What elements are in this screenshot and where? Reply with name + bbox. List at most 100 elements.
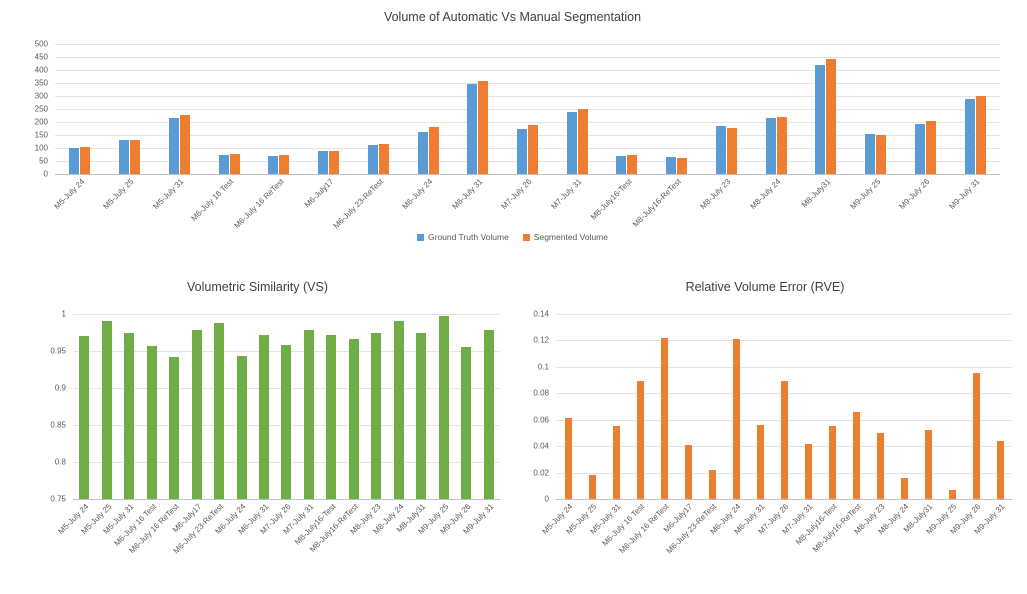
bar (348, 339, 359, 499)
bar (168, 118, 179, 174)
bar (776, 116, 787, 174)
chart-title: Relative Volume Error (RVE) (685, 280, 845, 294)
gridline (556, 314, 1012, 315)
x-tick-label: M8-July 24 (748, 177, 783, 212)
bar (69, 148, 80, 174)
y-tick-label: 0.1 (537, 362, 549, 372)
bar (428, 126, 439, 174)
bar-group (208, 314, 230, 499)
y-tick-label: 0.14 (533, 309, 549, 319)
bar-group (801, 44, 851, 174)
y-tick-label: 1 (61, 309, 66, 319)
bar (378, 144, 389, 174)
bar-group (820, 314, 844, 499)
x-axis-line (55, 174, 1000, 175)
bar (865, 134, 876, 174)
plot-area (73, 314, 500, 500)
bar-group (388, 314, 410, 499)
bar-group (455, 314, 477, 499)
y-tick-label: 200 (34, 117, 48, 127)
bar-group (55, 44, 105, 174)
bar (900, 477, 908, 499)
bar (964, 99, 975, 174)
bar (461, 347, 472, 499)
y-tick-label: 150 (34, 130, 48, 140)
bar (467, 84, 478, 174)
bar (281, 345, 292, 499)
bar (393, 320, 404, 499)
bar (765, 118, 776, 174)
bar-group (628, 314, 652, 499)
bar (179, 115, 190, 174)
bar (371, 332, 382, 499)
bar-group (700, 314, 724, 499)
legend-label-segmented: Segmented Volume (533, 232, 608, 242)
bar-group (95, 314, 117, 499)
bar-group (163, 314, 185, 499)
bar-group (940, 314, 964, 499)
bar (527, 125, 538, 174)
bar (79, 336, 90, 499)
chart-volume-segmentation: Volume of Automatic Vs Manual Segmentati… (25, 8, 1000, 242)
bar-group (365, 314, 387, 499)
bar (516, 129, 527, 174)
x-tick-label: M5-July 24 (52, 177, 87, 212)
bar-group (298, 314, 320, 499)
bar (80, 146, 91, 174)
plot-row: 1 0.95 0.9 0.85 0.8 0.75 (15, 310, 500, 504)
bar-group (602, 44, 652, 174)
bar (972, 373, 980, 499)
x-tick-label: M9-July 31 (947, 177, 982, 212)
bar (627, 155, 638, 174)
bar-group (851, 44, 901, 174)
gridline (55, 96, 1000, 97)
bar-group (950, 44, 1000, 174)
x-tick-label: M9-July 25 (847, 177, 883, 212)
bar-group (453, 44, 503, 174)
bar (417, 131, 428, 174)
bar (483, 330, 494, 499)
y-tick-label: 0.8 (54, 457, 66, 467)
bar (279, 154, 290, 174)
x-tick-label: M6-July 16 ReTest (231, 177, 286, 231)
bar-group (751, 44, 801, 174)
plot-row: 0.14 0.12 0.1 0.08 0.06 0.04 0.02 0 (518, 310, 1012, 504)
gridline (556, 366, 1012, 368)
bar (229, 153, 240, 174)
y-tick-label: 300 (34, 91, 48, 101)
bar (804, 443, 812, 499)
y-tick-label: 500 (34, 39, 48, 49)
bar (329, 151, 340, 174)
gridline (55, 70, 1000, 71)
bar-group (844, 314, 868, 499)
bar-group (433, 314, 455, 499)
bar (636, 381, 644, 499)
bar-group (503, 44, 553, 174)
x-axis-labels: M5-July 24 M5-July 25 M5-July 31 M6-July 16… (52, 174, 1000, 231)
bar (708, 469, 716, 499)
chart-relative-volume-error: Relative Volume Error (RVE) 0.14 0.12 0.1 0… (518, 278, 1012, 575)
bar-group (652, 44, 702, 174)
bar-group (748, 314, 772, 499)
bar (726, 128, 737, 174)
x-tick-label: M8-July16-ReTest (631, 177, 684, 229)
bar (566, 112, 577, 174)
x-tick-label: M7-July 31 (549, 177, 584, 212)
bar (616, 155, 627, 174)
x-tick-label: M5-July 25 (101, 177, 136, 212)
bar (666, 156, 677, 174)
bar (914, 124, 925, 174)
bar-group (140, 314, 162, 499)
gridline (55, 135, 1000, 136)
x-tick-label: M9-July 26 (897, 177, 932, 212)
y-tick-label: 400 (34, 65, 48, 75)
bar-group (676, 314, 700, 499)
y-tick-label: 0.75 (50, 494, 66, 504)
bar-group (556, 314, 580, 499)
y-tick-label: 0.06 (533, 415, 549, 425)
bar (169, 356, 180, 499)
bar (130, 139, 141, 174)
bar-group (724, 314, 748, 499)
x-tick-label: M6-July 16 Test (189, 177, 236, 223)
